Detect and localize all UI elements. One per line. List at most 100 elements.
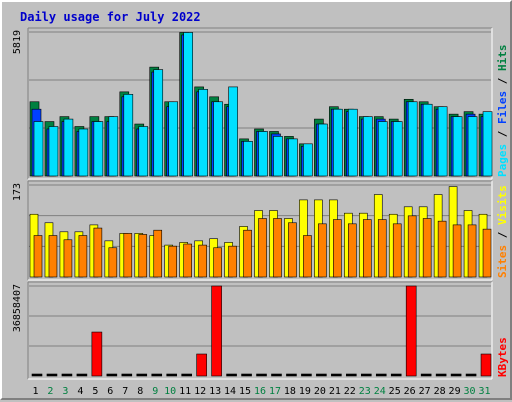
bar-kbytes-day-22	[346, 373, 357, 377]
x-tick-label: 8	[137, 386, 143, 397]
bar-sites-day-22	[348, 223, 357, 278]
bar-sites-day-27	[422, 218, 432, 278]
bar-sites-day-20	[318, 223, 327, 278]
x-tick-label: 11	[179, 386, 191, 397]
x-tick-label: 5	[92, 386, 98, 397]
x-tick-label: 13	[209, 386, 221, 397]
x-tick-label: 18	[284, 386, 296, 397]
bar-kbytes-day-15	[241, 373, 252, 377]
bar-sites-day-2	[48, 235, 58, 278]
bar-kbytes-day-25	[390, 373, 402, 377]
legend-hits-files-pages: Pages / Files / Hits	[496, 45, 509, 178]
legend-kbytes: KBytes	[496, 337, 509, 377]
bar-kbytes-day-30	[465, 373, 477, 377]
bar-sites-day-9	[153, 229, 163, 278]
bar-kbytes-day-10	[166, 373, 178, 377]
bar-kbytes-day-7	[121, 373, 133, 377]
bar-pages-day-8	[138, 126, 149, 177]
x-tick-label: 12	[194, 386, 206, 397]
bar-pages-day-3	[63, 118, 74, 177]
bar-sites-day-26	[407, 215, 417, 278]
bar-kbytes-day-16	[256, 373, 267, 377]
bar-sites-day-5	[93, 227, 103, 278]
bar-kbytes-day-29	[450, 373, 462, 377]
bar-sites-day-21	[333, 219, 342, 278]
x-tick-label: 22	[344, 386, 356, 397]
legend-item-visits: Visits	[496, 185, 509, 225]
bar-pages-day-12	[198, 89, 208, 177]
x-tick-label: 29	[449, 386, 461, 397]
legend-separator: /	[496, 225, 509, 245]
bar-sites-day-31	[482, 228, 492, 278]
bar-sites-day-24	[377, 219, 387, 278]
bar-sites-day-7	[123, 233, 133, 278]
bar-pages-day-31	[482, 111, 493, 177]
bar-pages-day-15	[243, 141, 253, 177]
x-tick-label: 25	[389, 386, 401, 397]
bars	[29, 32, 493, 177]
bar-pages-day-27	[422, 103, 433, 177]
bar-pages-day-1	[33, 121, 44, 177]
x-tick-label: 26	[404, 386, 416, 397]
bar-pages-day-4	[78, 128, 89, 177]
legend-item-files: Files	[496, 91, 509, 124]
bar-pages-day-23	[362, 116, 373, 177]
bars	[31, 285, 492, 377]
legend-visits-sites: Sites / Visits	[496, 185, 509, 278]
bar-sites-day-10	[168, 245, 178, 278]
x-tick-label: 4	[77, 386, 83, 397]
x-tick-label: 14	[224, 386, 236, 397]
bar-sites-day-11	[183, 243, 192, 278]
x-tick-label: 28	[434, 386, 446, 397]
chart-title: Daily usage for July 2022	[20, 10, 201, 24]
y-max-label: 5819	[12, 30, 23, 54]
bar-pages-day-2	[48, 126, 59, 177]
bar-sites-day-19	[303, 235, 312, 278]
legend-separator: /	[496, 124, 509, 144]
legend-item-sites: Sites	[496, 245, 509, 278]
x-tick-label: 27	[419, 386, 431, 397]
bar-pages-day-6	[108, 116, 119, 177]
legend-text: Pages / Files / Hits	[496, 45, 509, 178]
x-tick-label: 16	[254, 386, 266, 397]
bar-kbytes-day-9	[151, 373, 163, 377]
bar-sites-day-30	[467, 224, 477, 278]
bars	[29, 186, 492, 278]
bar-sites-day-16	[258, 218, 267, 278]
x-tick-label: 20	[314, 386, 326, 397]
bar-kbytes-day-6	[106, 373, 118, 377]
x-tick-label: 23	[359, 386, 371, 397]
bar-pages-day-21	[333, 108, 343, 177]
x-tick-label: 21	[329, 386, 341, 397]
y-max-label: 173	[12, 183, 23, 201]
bar-pages-day-26	[407, 101, 418, 177]
x-tick-label: 31	[478, 386, 490, 397]
bar-pages-day-28	[437, 106, 448, 177]
legend-separator: /	[496, 71, 509, 91]
bar-pages-day-25	[392, 121, 403, 177]
bar-pages-day-30	[467, 116, 478, 177]
bar-kbytes-day-17	[271, 373, 282, 377]
bar-pages-day-11	[183, 32, 193, 177]
bar-sites-day-18	[288, 222, 297, 278]
legend-item-kbytes: KBytes	[496, 337, 509, 377]
bar-kbytes-day-12	[196, 353, 207, 377]
bar-kbytes-day-5	[91, 331, 103, 377]
bar-kbytes-day-26	[405, 285, 417, 377]
x-tick-label: 30	[464, 386, 476, 397]
bar-sites-day-14	[228, 245, 237, 278]
bar-pages-day-7	[123, 94, 134, 177]
bar-sites-day-3	[63, 239, 73, 278]
bar-kbytes-day-3	[61, 373, 73, 377]
bar-kbytes-day-19	[301, 373, 312, 377]
bar-kbytes-day-27	[420, 373, 432, 377]
bar-sites-day-25	[392, 223, 402, 278]
bar-pages-day-20	[318, 123, 328, 177]
bar-kbytes-day-2	[46, 373, 58, 377]
bar-kbytes-day-28	[435, 373, 447, 377]
legend-text: Sites / Visits	[496, 185, 509, 278]
bar-kbytes-day-8	[136, 373, 148, 377]
bar-kbytes-day-24	[375, 373, 387, 377]
bar-kbytes-day-21	[331, 373, 342, 377]
